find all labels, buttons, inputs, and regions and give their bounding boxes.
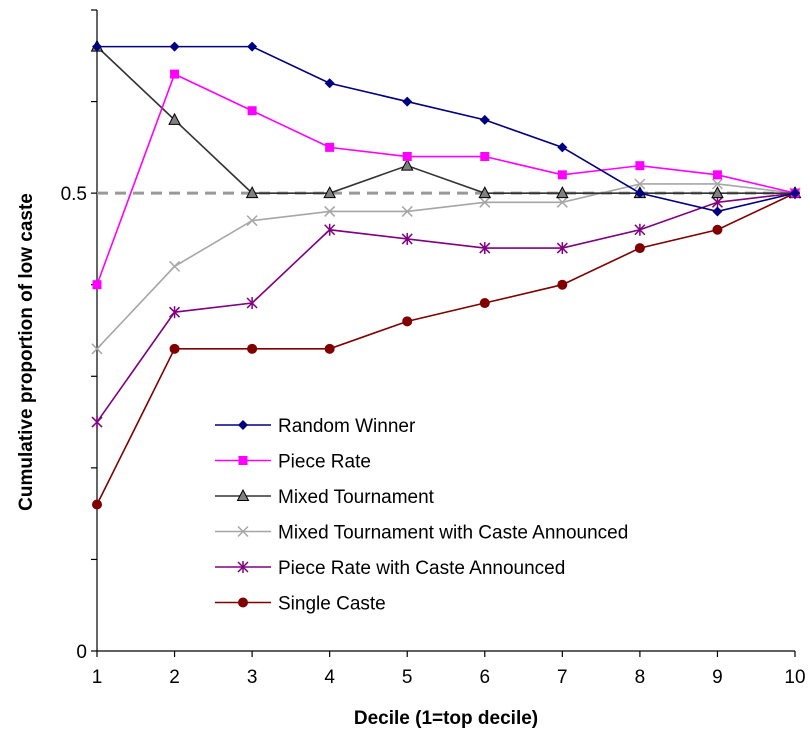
data-point-single-caste — [92, 499, 102, 510]
series-mixed-tournament — [90, 39, 802, 199]
series-line-piece-rate-with-caste-announced — [96, 192, 796, 423]
data-point-random-winner — [557, 142, 568, 153]
data-point-mixed-tournament — [711, 186, 724, 199]
series-line-mixed-tournament-with-caste-announced — [96, 183, 796, 350]
x-tick-label: 5 — [402, 667, 413, 688]
series-piece-rate — [92, 69, 800, 290]
data-point-mixed-tournament — [556, 186, 569, 199]
data-point-piece-rate — [92, 280, 102, 290]
x-tick-label: 10 — [784, 667, 805, 688]
data-point-mixed-tournament-with-caste-announced — [556, 196, 568, 208]
data-point-mixed-tournament — [478, 186, 492, 199]
data-point-random-winner — [169, 41, 180, 52]
plot-area: 0 0.5 1 2 3 4 5 6 7 8 9 10 — [61, 9, 806, 688]
legend-label: Mixed Tournament — [278, 487, 435, 508]
legend-item-mixed-tournament-with-caste-announced: Mixed Tournament with Caste Announced — [215, 523, 628, 544]
legend-item-random-winner: Random Winner — [215, 416, 416, 437]
legend-marker — [238, 597, 248, 608]
data-point-single-caste — [247, 343, 258, 354]
data-point-single-caste — [479, 298, 490, 309]
x-tick-label: 6 — [479, 667, 490, 688]
x-tick-label: 9 — [712, 667, 723, 688]
data-point-random-winner — [402, 96, 413, 107]
legend-label: Mixed Tournament with Caste Announced — [278, 523, 628, 544]
data-point-mixed-tournament-with-caste-announced — [711, 178, 723, 190]
series-line-piece-rate — [96, 73, 796, 285]
data-point-mixed-tournament-with-caste-announced — [91, 343, 103, 355]
data-point-random-winner — [790, 188, 800, 199]
data-point-piece-rate-with-caste-announced — [556, 242, 568, 255]
data-point-piece-rate — [325, 142, 335, 152]
data-point-random-winner — [634, 188, 645, 199]
legend-item-mixed-tournament: Mixed Tournament — [215, 487, 435, 508]
x-tick-label: 4 — [324, 667, 335, 688]
data-point-piece-rate — [247, 106, 257, 116]
data-point-piece-rate-with-caste-announced — [246, 297, 258, 310]
data-point-random-winner — [479, 114, 490, 125]
data-point-mixed-tournament-with-caste-announced — [324, 205, 336, 217]
series-line-mixed-tournament — [96, 46, 795, 194]
series-random-winner — [92, 41, 800, 217]
data-point-mixed-tournament-with-caste-announced — [479, 196, 491, 208]
legend-marker — [237, 525, 249, 538]
data-point-mixed-tournament — [323, 186, 336, 199]
data-point-piece-rate-with-caste-announced — [91, 416, 103, 429]
data-point-piece-rate — [402, 152, 412, 162]
data-point-mixed-tournament — [245, 186, 259, 199]
data-point-piece-rate-with-caste-announced — [169, 306, 181, 319]
data-point-random-winner — [247, 41, 258, 52]
data-point-piece-rate-with-caste-announced — [711, 196, 723, 209]
data-point-piece-rate — [557, 170, 567, 180]
x-tick-label: 7 — [557, 667, 568, 688]
legend-marker — [238, 456, 248, 465]
legend: Random Winner Piece Rate Mixed Tournament M… — [215, 416, 628, 615]
legend-label: Piece Rate with Caste Announced — [278, 558, 565, 579]
data-point-random-winner — [92, 41, 102, 52]
data-point-piece-rate-with-caste-announced — [324, 223, 336, 236]
x-tick-label: 2 — [169, 667, 180, 688]
y-axis-label: Cumulative proportion of low caste — [16, 193, 37, 511]
y-tick-label: 0 — [76, 642, 87, 663]
data-point-single-caste — [169, 343, 180, 354]
data-point-piece-rate-with-caste-announced — [401, 232, 413, 245]
legend-label: Random Winner — [278, 416, 416, 437]
data-point-mixed-tournament — [400, 158, 414, 171]
data-point-single-caste — [634, 243, 645, 254]
y-tick-label: 0.5 — [61, 184, 87, 205]
x-tick-label: 8 — [635, 667, 646, 688]
data-point-single-caste — [324, 343, 335, 354]
data-point-mixed-tournament — [168, 112, 181, 125]
legend-marker — [236, 488, 250, 501]
legend-marker — [237, 561, 249, 573]
data-point-single-caste — [712, 224, 723, 235]
data-point-mixed-tournament-with-caste-announced — [169, 260, 181, 272]
legend-item-single-caste: Single Caste — [215, 594, 386, 615]
data-point-random-winner — [324, 78, 335, 89]
legend-marker — [238, 420, 248, 430]
data-point-mixed-tournament-with-caste-announced — [246, 215, 258, 227]
legend-label: Piece Rate — [278, 452, 371, 473]
data-point-piece-rate-with-caste-announced — [479, 242, 491, 255]
legend-item-piece-rate: Piece Rate — [215, 452, 371, 473]
legend-label: Single Caste — [278, 594, 386, 615]
series-single-caste — [92, 188, 800, 510]
data-point-piece-rate — [170, 69, 180, 79]
series-line-random-winner — [97, 45, 796, 213]
x-tick-label: 1 — [92, 667, 103, 688]
data-point-random-winner — [712, 206, 723, 217]
data-point-piece-rate — [480, 152, 490, 162]
data-point-piece-rate — [712, 170, 722, 180]
data-point-single-caste — [402, 316, 413, 327]
x-axis-label: Decile (1=top decile) — [354, 708, 538, 729]
series-line-single-caste — [96, 192, 796, 505]
legend-item-piece-rate-with-caste-announced: Piece Rate with Caste Announced — [215, 558, 565, 579]
data-point-mixed-tournament-with-caste-announced — [401, 205, 413, 217]
data-point-mixed-tournament-with-caste-announced — [634, 178, 646, 190]
data-point-piece-rate — [635, 161, 645, 171]
x-tick-label: 3 — [247, 667, 258, 688]
series-piece-rate-with-caste-announced — [91, 187, 801, 429]
data-point-single-caste — [557, 279, 568, 290]
data-point-piece-rate-with-caste-announced — [634, 223, 646, 236]
